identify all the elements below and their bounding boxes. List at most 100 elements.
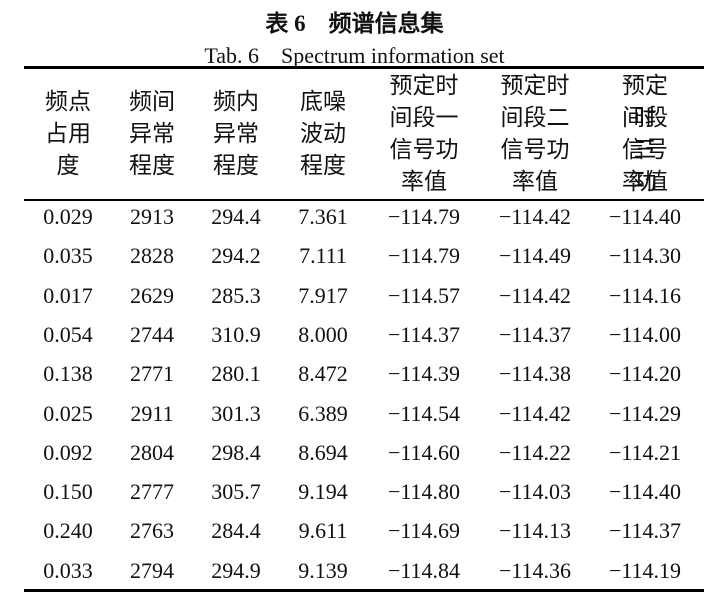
table-cell: −114.20	[608, 361, 682, 387]
table-cell: −114.42	[498, 400, 572, 426]
header-cell: 异常	[129, 121, 175, 146]
header-cell: 间段三	[622, 105, 668, 162]
table-cell: 7.917	[298, 282, 348, 308]
table-cell: 301.3	[211, 400, 261, 426]
header-cell: 度	[56, 153, 80, 178]
table-cell: 2744	[130, 321, 174, 347]
table-cell: 305.7	[211, 479, 261, 505]
table-subtitle: Tab. 6 Spectrum information set	[204, 43, 505, 68]
table-cell: −114.54	[387, 400, 461, 426]
table-cell: −114.79	[387, 204, 461, 229]
table-cell: −114.30	[608, 243, 682, 269]
table-cell: 2911	[130, 400, 174, 426]
table-cell: −114.42	[498, 282, 572, 308]
table-cell: 2629	[130, 282, 174, 308]
table-cell: 0.240	[43, 518, 93, 544]
header-rule	[24, 199, 704, 201]
table-cell: 294.4	[211, 204, 261, 229]
table-cell: −114.39	[387, 361, 461, 387]
table-cell: 9.139	[298, 557, 348, 583]
table-cell: −114.37	[608, 518, 682, 544]
table-title: 表 6 频谱信息集	[265, 11, 444, 36]
table-cell: 0.035	[43, 243, 93, 269]
table-cell: −114.36	[498, 557, 572, 583]
header-cell: 预定时	[389, 73, 459, 98]
header-cell: 程度	[129, 153, 175, 178]
bottom-rule	[24, 589, 704, 592]
table-cell: 2794	[130, 557, 174, 583]
table-cell: 280.1	[211, 361, 261, 387]
table-cell: 8.694	[298, 439, 348, 465]
table-cell: 2804	[130, 439, 174, 465]
table-cell: −114.13	[498, 518, 572, 544]
table-cell: 0.025	[43, 400, 93, 426]
header-cell: 信号功	[389, 137, 459, 162]
header-cell: 信号功	[622, 137, 668, 194]
table-cell: 294.2	[211, 243, 261, 269]
table-cell: 2913	[130, 204, 174, 229]
table-cell: 6.389	[298, 400, 348, 426]
table-cell: −114.19	[608, 557, 682, 583]
table-cell: 0.054	[43, 321, 93, 347]
header-cell: 程度	[300, 153, 346, 178]
table-cell: −114.79	[387, 243, 461, 269]
table-cell: −114.57	[387, 282, 461, 308]
header-cell: 率值	[401, 169, 447, 194]
table-cell: 284.4	[211, 518, 261, 544]
table-cell: −114.00	[608, 321, 682, 347]
table-cell: 7.111	[299, 243, 347, 269]
header-cell: 间段一	[389, 105, 459, 130]
table-cell: 294.9	[211, 557, 261, 583]
table-cell: 9.194	[298, 479, 348, 505]
table-cell: −114.37	[387, 321, 461, 347]
header-cell: 异常	[213, 121, 259, 146]
top-rule	[24, 66, 704, 69]
header-cell: 波动	[300, 121, 346, 146]
table-cell: 0.150	[43, 479, 93, 505]
header-cell: 占用	[45, 121, 91, 146]
table-cell: 8.472	[298, 361, 348, 387]
header-cell: 频间	[129, 89, 175, 114]
table-cell: −114.03	[498, 479, 572, 505]
table-cell: 0.138	[43, 361, 93, 387]
table-cell: −114.69	[387, 518, 461, 544]
header-cell: 程度	[213, 153, 259, 178]
table-cell: −114.40	[608, 479, 682, 505]
header-cell: 预定时	[500, 73, 570, 98]
table-cell: −114.49	[498, 243, 572, 269]
table-cell: 2763	[130, 518, 174, 544]
header-cell: 信号功	[500, 137, 570, 162]
table-cell: 285.3	[211, 282, 261, 308]
header-cell: 频内	[213, 89, 259, 114]
table-cell: −114.40	[608, 204, 682, 229]
table-cell: −114.22	[498, 439, 572, 465]
table-cell: −114.29	[608, 400, 682, 426]
table-cell: 310.9	[211, 321, 261, 347]
table-cell: 2828	[130, 243, 174, 269]
table-cell: 0.029	[43, 204, 93, 229]
table-cell: 2771	[130, 361, 174, 387]
table-cell: −114.37	[498, 321, 572, 347]
table-cell: 8.000	[298, 321, 348, 347]
header-cell: 间段二	[500, 105, 570, 130]
table-cell: 2777	[130, 479, 174, 505]
table-cell: −114.16	[608, 282, 682, 308]
header-cell: 率值	[512, 169, 558, 194]
header-cell: 率值	[622, 169, 668, 194]
header-cell: 频点	[45, 89, 91, 114]
table-cell: 7.361	[298, 204, 348, 229]
table-cell: −114.80	[387, 479, 461, 505]
table-cell: 9.611	[298, 518, 348, 544]
table-cell: 0.033	[43, 557, 93, 583]
table-cell: −114.21	[608, 439, 682, 465]
table-cell: 0.092	[43, 439, 93, 465]
header-cell: 底噪	[300, 89, 346, 114]
table-cell: 0.017	[43, 282, 93, 308]
header-cell: 预定时	[622, 73, 668, 130]
table-cell: −114.60	[387, 439, 461, 465]
table-cell: −114.42	[498, 204, 572, 229]
table-cell: 298.4	[211, 439, 261, 465]
table-cell: −114.38	[498, 361, 572, 387]
table-cell: −114.84	[387, 557, 461, 583]
